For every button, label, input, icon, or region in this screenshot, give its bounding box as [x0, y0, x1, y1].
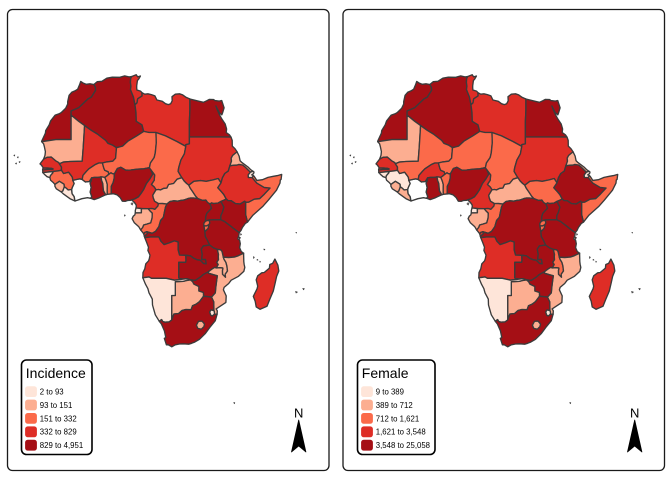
svg-text:389 to 712: 389 to 712 — [376, 401, 413, 410]
svg-text:N: N — [294, 406, 303, 421]
svg-text:1,621 to 3,548: 1,621 to 3,548 — [376, 428, 426, 437]
svg-text:N: N — [630, 406, 639, 421]
svg-text:93 to 151: 93 to 151 — [40, 401, 73, 410]
svg-text:829 to 4,951: 829 to 4,951 — [40, 441, 83, 450]
svg-text:2 to 93: 2 to 93 — [40, 388, 64, 397]
svg-text:Female: Female — [362, 365, 409, 381]
svg-text:9 to 389: 9 to 389 — [376, 388, 404, 397]
svg-text:712 to 1,621: 712 to 1,621 — [376, 414, 419, 423]
svg-text:151 to 332: 151 to 332 — [40, 414, 77, 423]
svg-text:3,548 to 25,058: 3,548 to 25,058 — [376, 441, 430, 450]
svg-text:332 to 829: 332 to 829 — [40, 428, 77, 437]
svg-text:Incidence: Incidence — [26, 365, 86, 381]
